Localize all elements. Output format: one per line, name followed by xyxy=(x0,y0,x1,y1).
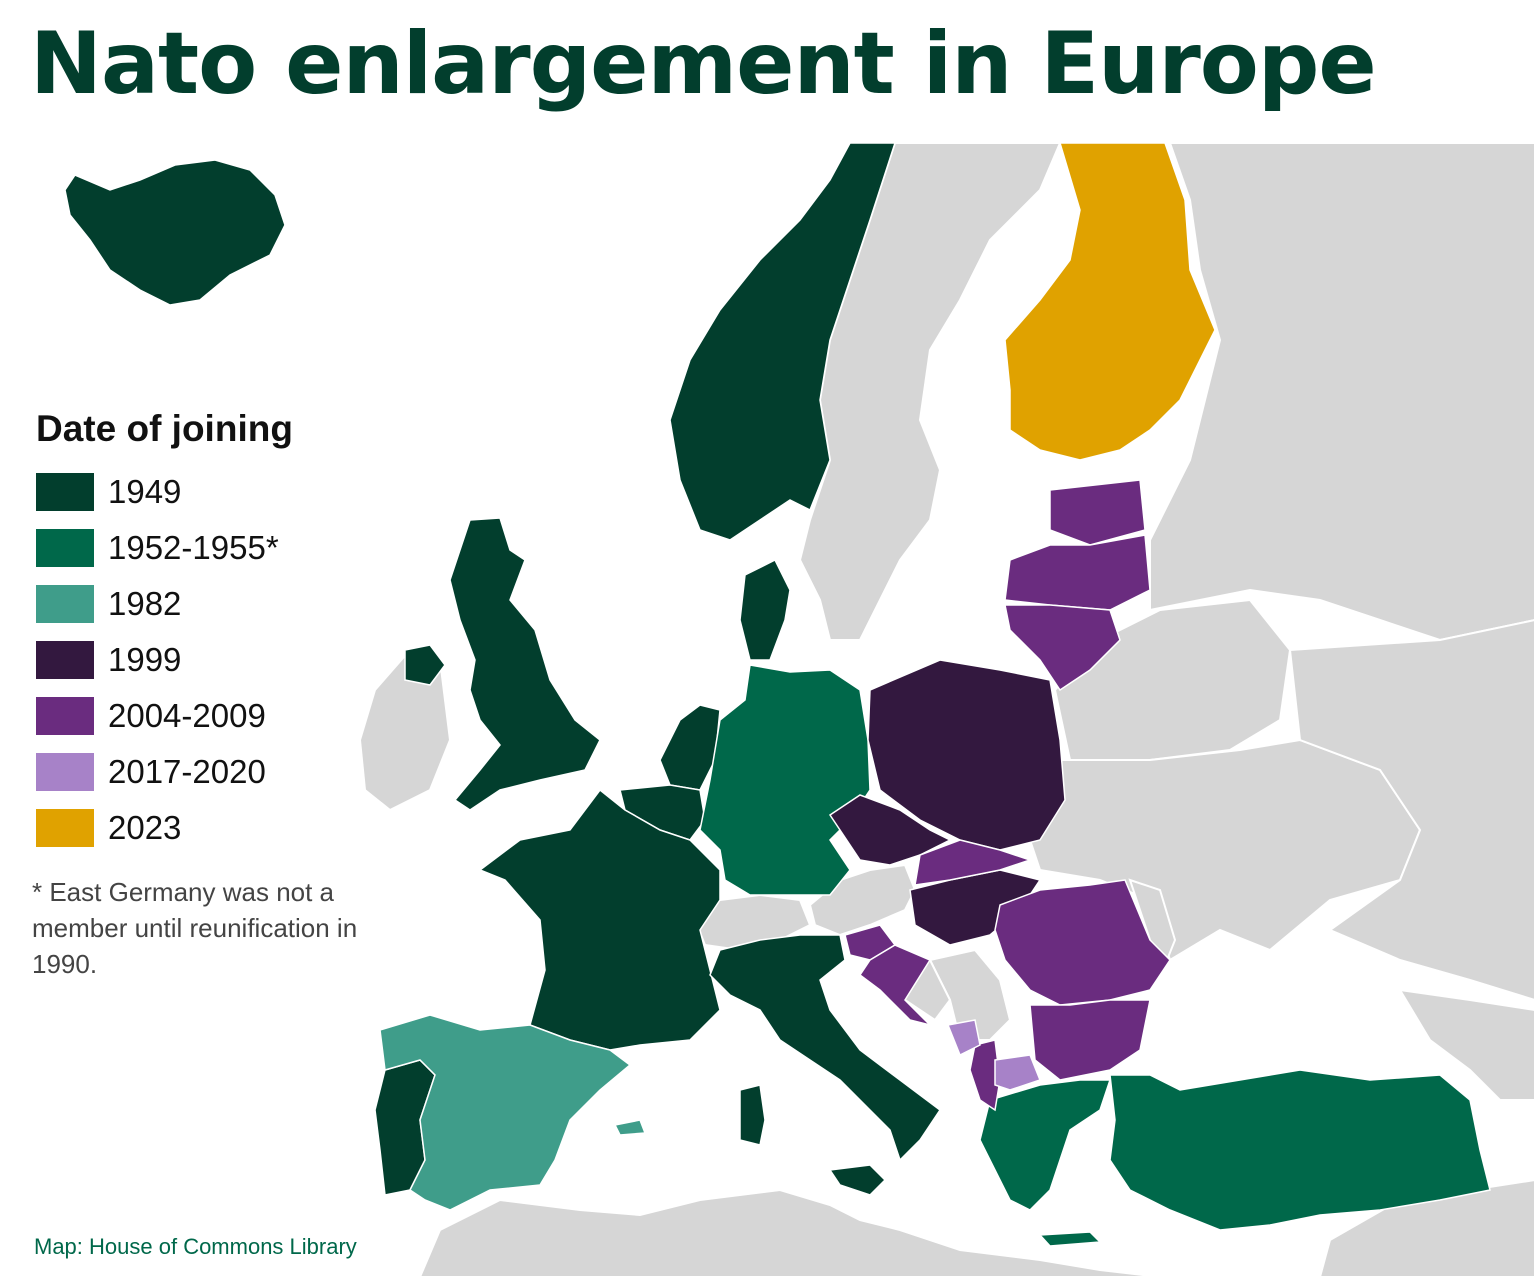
country-ireland xyxy=(358,648,452,812)
legend-item-2023: 2023 xyxy=(36,800,396,856)
legend-label: 1982 xyxy=(108,585,182,622)
legend-item-1949: 1949 xyxy=(36,464,396,520)
europe-map xyxy=(64,143,1535,1277)
legend-item-1982: 1982 xyxy=(36,576,396,632)
country-ukraine xyxy=(1028,738,1422,962)
map-title: Nato enlargement in Europe xyxy=(30,14,1377,114)
legend-label: 2004-2009 xyxy=(108,697,266,734)
members-2023 xyxy=(1004,143,1216,461)
country-spain xyxy=(379,1014,632,1211)
country-lithuania xyxy=(1004,604,1121,692)
country-sardinia xyxy=(739,1084,766,1146)
legend-item-2017-2020: 2017-2020 xyxy=(36,744,396,800)
legend: Date of joining 1949 1952-1955* 1982 199… xyxy=(36,408,396,856)
members-2004-2009 xyxy=(844,479,1171,1112)
footnote: * East Germany was not a member until re… xyxy=(32,877,358,979)
country-albania xyxy=(969,1039,1001,1112)
legend-label: 1952-1955* xyxy=(108,529,279,566)
members-1982 xyxy=(379,1014,647,1211)
country-germany xyxy=(699,664,871,896)
legend-swatch xyxy=(36,529,94,567)
country-northern-ireland xyxy=(404,644,446,686)
country-croatia xyxy=(858,944,933,1027)
source-credit: Map: House of Commons Library xyxy=(34,1234,357,1259)
country-montenegro xyxy=(946,1019,981,1057)
country-finland xyxy=(1004,143,1216,461)
legend-item-1952-1955: 1952-1955* xyxy=(36,520,396,576)
country-iceland xyxy=(64,159,286,306)
country-poland xyxy=(867,659,1066,851)
country-north-macedonia xyxy=(994,1054,1041,1091)
legend-swatch xyxy=(36,697,94,735)
country-caucasus xyxy=(1398,988,1535,1101)
country-russia-north xyxy=(1149,143,1535,642)
country-sicily xyxy=(828,1164,887,1196)
country-romania xyxy=(994,879,1171,1006)
country-crete xyxy=(1038,1231,1102,1247)
legend-item-1999: 1999 xyxy=(36,632,396,688)
country-serbia xyxy=(928,948,1012,1041)
legend-label: 2017-2020 xyxy=(108,753,266,790)
members-2017-2020 xyxy=(946,1019,1041,1091)
country-denmark xyxy=(739,558,791,661)
legend-swatch xyxy=(36,809,94,847)
legend-title: Date of joining xyxy=(36,408,293,449)
country-austria xyxy=(808,863,917,937)
country-moldova xyxy=(1128,878,1177,968)
country-greece xyxy=(979,1079,1112,1211)
members-1952-1955 xyxy=(699,664,1491,1247)
legend-swatch xyxy=(36,641,94,679)
country-russia-south xyxy=(1288,618,1535,1002)
legend-swatch xyxy=(36,753,94,791)
non-member-land xyxy=(358,143,1535,1277)
country-bulgaria xyxy=(1029,999,1151,1081)
legend-label: 2023 xyxy=(108,809,182,846)
country-france xyxy=(478,788,721,1051)
legend-label: 1999 xyxy=(108,641,182,678)
country-norway xyxy=(669,143,896,541)
country-uk xyxy=(449,517,601,811)
legend-swatch xyxy=(36,473,94,511)
country-switzerland xyxy=(693,893,812,952)
country-balearic xyxy=(613,1119,647,1136)
country-latvia xyxy=(1004,534,1151,611)
members-1949 xyxy=(64,143,942,1196)
members-1999 xyxy=(828,659,1066,946)
legend-label: 1949 xyxy=(108,473,182,510)
country-slovakia xyxy=(914,839,1033,886)
country-estonia xyxy=(1049,479,1146,546)
north-africa xyxy=(418,1188,1161,1277)
legend-item-2004-2009: 2004-2009 xyxy=(36,688,396,744)
country-czechia xyxy=(828,794,952,866)
country-turkey xyxy=(1109,1069,1491,1231)
legend-swatch xyxy=(36,585,94,623)
country-italy xyxy=(709,934,942,1162)
